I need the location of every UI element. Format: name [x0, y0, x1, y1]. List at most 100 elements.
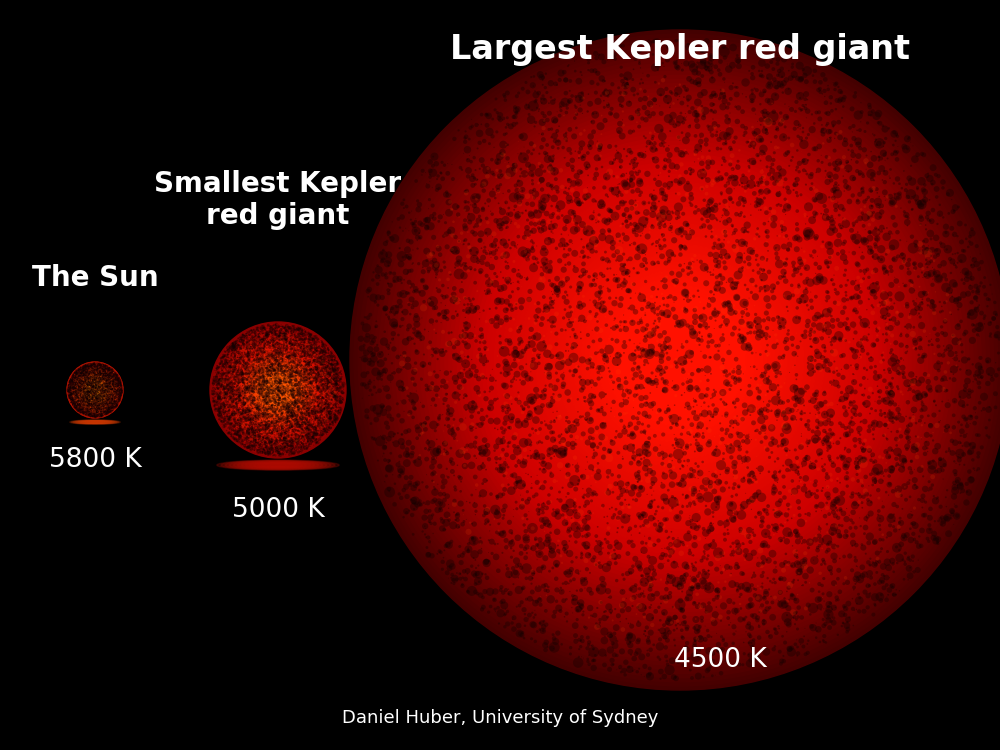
- Point: [85, 365, 101, 377]
- Point: [300, 430, 316, 442]
- Point: [668, 88, 684, 101]
- Point: [236, 332, 252, 344]
- Point: [107, 374, 123, 386]
- Point: [522, 233, 538, 245]
- Point: [75, 372, 91, 384]
- Point: [74, 382, 90, 394]
- Point: [294, 344, 310, 356]
- Point: [810, 349, 826, 361]
- Point: [269, 416, 285, 428]
- Point: [94, 366, 110, 378]
- Point: [636, 590, 652, 602]
- Point: [79, 359, 95, 371]
- Point: [290, 362, 306, 374]
- Point: [76, 406, 92, 418]
- Point: [253, 382, 269, 394]
- Point: [219, 411, 235, 423]
- Point: [284, 362, 300, 374]
- Point: [107, 386, 123, 398]
- Point: [332, 391, 348, 403]
- Point: [84, 405, 100, 417]
- Point: [87, 364, 103, 376]
- Point: [71, 396, 87, 408]
- Point: [112, 373, 128, 385]
- Point: [335, 377, 351, 389]
- Point: [292, 416, 308, 428]
- Point: [953, 266, 969, 278]
- Point: [860, 580, 876, 592]
- Point: [265, 392, 281, 404]
- Point: [90, 366, 106, 378]
- Point: [285, 442, 301, 454]
- Point: [90, 370, 106, 382]
- Point: [238, 391, 254, 403]
- Point: [234, 350, 250, 361]
- Point: [571, 271, 587, 283]
- Point: [66, 392, 82, 404]
- Point: [75, 362, 91, 374]
- Point: [322, 369, 338, 381]
- Point: [276, 441, 292, 453]
- Point: [108, 392, 124, 404]
- Point: [91, 373, 107, 385]
- Point: [228, 401, 244, 413]
- Point: [455, 329, 471, 341]
- Point: [323, 393, 339, 405]
- Point: [431, 308, 447, 320]
- Circle shape: [92, 387, 98, 393]
- Point: [69, 404, 85, 416]
- Point: [90, 385, 106, 397]
- Point: [830, 196, 846, 208]
- Point: [448, 231, 464, 243]
- Point: [85, 380, 101, 392]
- Point: [236, 398, 252, 410]
- Point: [501, 588, 517, 600]
- Point: [79, 387, 95, 399]
- Point: [623, 584, 639, 596]
- Point: [110, 378, 126, 390]
- Point: [72, 364, 88, 376]
- Point: [100, 404, 116, 416]
- Point: [255, 355, 271, 367]
- Point: [87, 380, 103, 392]
- Point: [317, 358, 333, 370]
- Point: [313, 416, 329, 428]
- Point: [100, 373, 116, 385]
- Point: [92, 358, 108, 370]
- Point: [570, 419, 586, 430]
- Point: [618, 232, 634, 244]
- Point: [294, 419, 310, 431]
- Point: [285, 414, 301, 426]
- Point: [368, 366, 384, 378]
- Point: [99, 376, 115, 388]
- Point: [675, 460, 691, 472]
- Point: [755, 516, 771, 528]
- Point: [324, 404, 340, 416]
- Point: [589, 323, 605, 335]
- Point: [230, 414, 246, 426]
- Point: [839, 513, 855, 525]
- Point: [91, 411, 107, 423]
- Point: [301, 416, 317, 428]
- Point: [256, 339, 272, 351]
- Point: [234, 334, 250, 346]
- Point: [751, 392, 767, 404]
- Point: [233, 379, 249, 391]
- Point: [61, 381, 77, 393]
- Point: [98, 392, 114, 404]
- Point: [78, 400, 94, 412]
- Point: [65, 391, 81, 403]
- Point: [319, 350, 335, 362]
- Point: [304, 386, 320, 398]
- Point: [857, 125, 873, 137]
- Point: [787, 485, 803, 497]
- Point: [743, 433, 759, 445]
- Point: [766, 283, 782, 295]
- Point: [88, 392, 104, 404]
- Point: [912, 246, 928, 258]
- Point: [277, 348, 293, 360]
- Point: [77, 381, 93, 393]
- Point: [285, 426, 301, 438]
- Point: [894, 182, 910, 194]
- Point: [77, 382, 93, 394]
